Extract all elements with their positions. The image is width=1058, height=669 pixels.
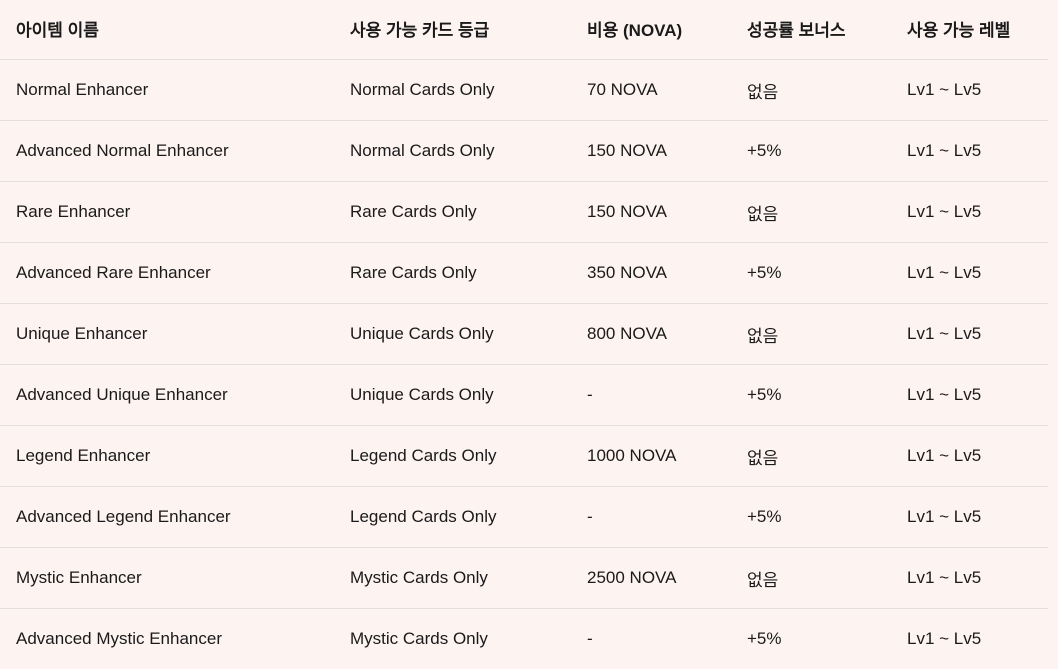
cell-level: Lv1 ~ Lv5: [907, 182, 1048, 243]
cell-cost: -: [587, 609, 747, 669]
cell-level: Lv1 ~ Lv5: [907, 487, 1048, 548]
cell-card-grade: Rare Cards Only: [350, 182, 587, 243]
cell-cost: 150 NOVA: [587, 121, 747, 182]
cell-cost: -: [587, 365, 747, 426]
cell-cost: 800 NOVA: [587, 304, 747, 365]
cell-card-grade: Unique Cards Only: [350, 365, 587, 426]
cell-level: Lv1 ~ Lv5: [907, 548, 1048, 609]
cell-success-bonus: 없음: [747, 182, 907, 243]
cell-success-bonus: 없음: [747, 426, 907, 487]
cell-item-name: Unique Enhancer: [0, 304, 350, 365]
cell-success-bonus: +5%: [747, 121, 907, 182]
cell-level: Lv1 ~ Lv5: [907, 426, 1048, 487]
cell-card-grade: Mystic Cards Only: [350, 609, 587, 669]
cell-level: Lv1 ~ Lv5: [907, 60, 1048, 121]
cell-cost: 2500 NOVA: [587, 548, 747, 609]
cell-card-grade: Mystic Cards Only: [350, 548, 587, 609]
header-success-bonus: 성공률 보너스: [747, 0, 907, 60]
cell-card-grade: Unique Cards Only: [350, 304, 587, 365]
cell-cost: 1000 NOVA: [587, 426, 747, 487]
header-cost: 비용 (NOVA): [587, 0, 747, 60]
cell-item-name: Normal Enhancer: [0, 60, 350, 121]
cell-item-name: Mystic Enhancer: [0, 548, 350, 609]
cell-item-name: Rare Enhancer: [0, 182, 350, 243]
header-level: 사용 가능 레벨: [907, 0, 1048, 60]
cell-card-grade: Normal Cards Only: [350, 121, 587, 182]
cell-level: Lv1 ~ Lv5: [907, 609, 1048, 669]
cell-success-bonus: +5%: [747, 243, 907, 304]
cell-level: Lv1 ~ Lv5: [907, 243, 1048, 304]
cell-success-bonus: +5%: [747, 609, 907, 669]
cell-level: Lv1 ~ Lv5: [907, 121, 1048, 182]
cell-success-bonus: +5%: [747, 365, 907, 426]
cell-card-grade: Legend Cards Only: [350, 426, 587, 487]
cell-cost: -: [587, 487, 747, 548]
cell-cost: 350 NOVA: [587, 243, 747, 304]
cell-item-name: Advanced Normal Enhancer: [0, 121, 350, 182]
cell-success-bonus: 없음: [747, 304, 907, 365]
header-card-grade: 사용 가능 카드 등급: [350, 0, 587, 60]
cell-card-grade: Legend Cards Only: [350, 487, 587, 548]
cell-card-grade: Rare Cards Only: [350, 243, 587, 304]
cell-success-bonus: 없음: [747, 60, 907, 121]
cell-item-name: Advanced Legend Enhancer: [0, 487, 350, 548]
cell-item-name: Advanced Mystic Enhancer: [0, 609, 350, 669]
cell-level: Lv1 ~ Lv5: [907, 365, 1048, 426]
cell-level: Lv1 ~ Lv5: [907, 304, 1048, 365]
cell-item-name: Advanced Rare Enhancer: [0, 243, 350, 304]
cell-cost: 70 NOVA: [587, 60, 747, 121]
cell-item-name: Legend Enhancer: [0, 426, 350, 487]
header-item-name: 아이템 이름: [0, 0, 350, 60]
cell-success-bonus: +5%: [747, 487, 907, 548]
cell-item-name: Advanced Unique Enhancer: [0, 365, 350, 426]
cell-success-bonus: 없음: [747, 548, 907, 609]
header-row: 아이템 이름 사용 가능 카드 등급 비용 (NOVA) 성공률 보너스 사용 …: [0, 0, 1048, 60]
cell-cost: 150 NOVA: [587, 182, 747, 243]
cell-card-grade: Normal Cards Only: [350, 60, 587, 121]
